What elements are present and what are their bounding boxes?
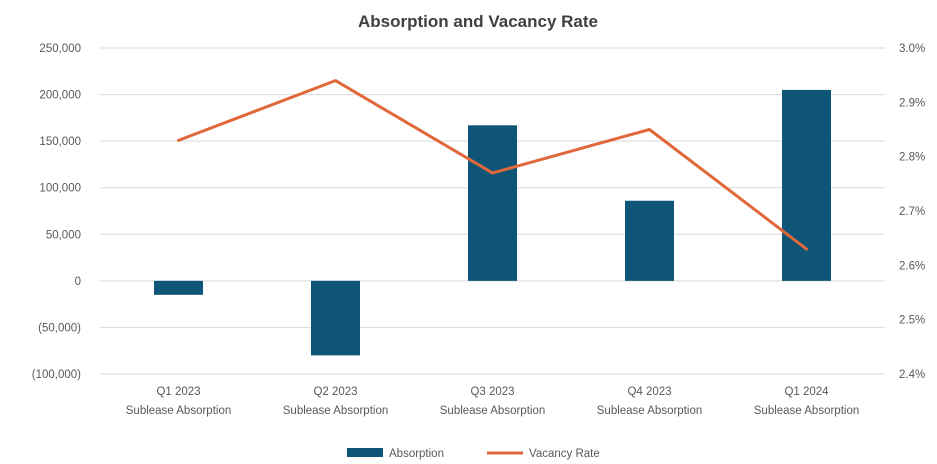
left-tick-label: 50,000 — [46, 229, 81, 241]
category-label: Q2 2023 — [313, 386, 357, 398]
category-label: Sublease Absorption — [754, 405, 860, 417]
category-label: Q1 2024 — [784, 386, 829, 398]
right-tick-label: 2.7% — [899, 206, 925, 218]
category-label: Sublease Absorption — [597, 405, 703, 417]
category-label: Sublease Absorption — [283, 405, 389, 417]
absorption-bar — [468, 125, 517, 281]
left-tick-label: 150,000 — [39, 136, 81, 148]
category-label: Sublease Absorption — [440, 405, 546, 417]
legend: Absorption Vacancy Rate — [347, 448, 600, 460]
left-tick-label: 100,000 — [39, 183, 81, 195]
left-axis-ticks: (100,000) (50,000) 0 50,000 100,000 150,000 20… — [32, 43, 81, 381]
vacancy-line-layer — [177, 79, 808, 251]
left-tick-label: (50,000) — [38, 322, 81, 334]
legend-swatch-absorption — [347, 448, 383, 457]
absorption-bar — [782, 89, 831, 281]
legend-label-vacancy-rate: Vacancy Rate — [529, 448, 600, 460]
right-tick-label: 2.9% — [899, 97, 925, 109]
right-tick-label: 2.8% — [899, 152, 925, 164]
category-label: Sublease Absorption — [126, 405, 232, 417]
left-tick-label: 200,000 — [39, 90, 81, 102]
category-label: Q4 2023 — [627, 386, 671, 398]
right-tick-label: 3.0% — [899, 43, 925, 55]
absorption-bar — [154, 280, 203, 295]
right-tick-label: 2.5% — [899, 315, 925, 327]
right-tick-label: 2.4% — [899, 369, 925, 381]
chart-title: Absorption and Vacancy Rate — [358, 12, 598, 31]
right-tick-label: 2.6% — [899, 260, 925, 272]
absorption-bars — [154, 89, 831, 356]
category-label: Q1 2023 — [156, 386, 200, 398]
absorption-bar — [311, 280, 360, 356]
legend-label-absorption: Absorption — [389, 448, 444, 460]
category-labels: Q1 2023 Sublease Absorption Q2 2023 Subleas… — [126, 386, 860, 417]
left-tick-label: 250,000 — [39, 43, 81, 55]
absorption-bar — [625, 200, 674, 281]
left-tick-label: 0 — [75, 276, 81, 288]
category-label: Q3 2023 — [470, 386, 514, 398]
right-axis-ticks: 2.4% 2.5% 2.6% 2.7% 2.8% 2.9% 3.0% — [899, 43, 925, 381]
left-tick-label: (100,000) — [32, 369, 81, 381]
